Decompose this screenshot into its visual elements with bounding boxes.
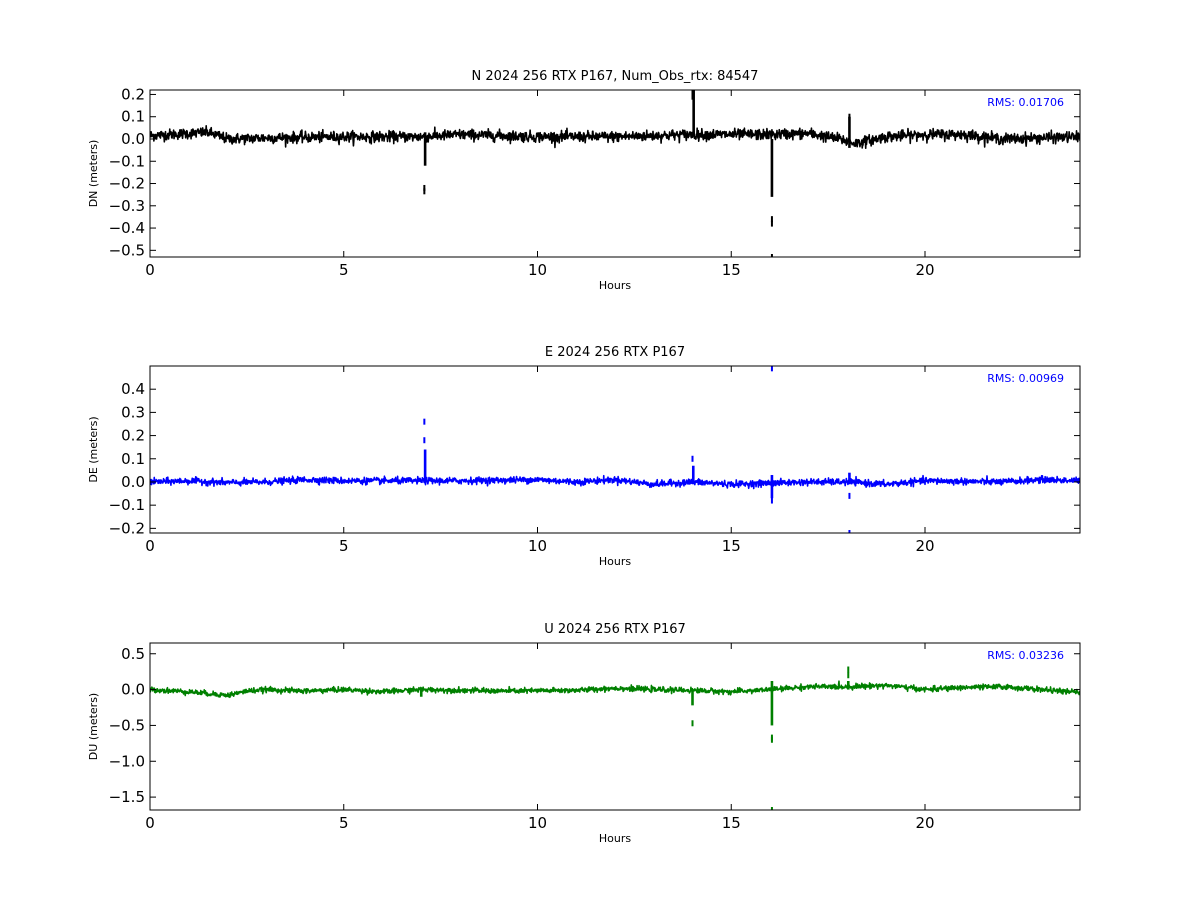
series-line bbox=[150, 124, 1080, 149]
y-tick-label: −0.5 bbox=[109, 716, 145, 734]
outlier-point bbox=[770, 497, 773, 504]
axes-frame bbox=[149, 89, 1081, 258]
chart-title: E 2024 256 RTX P167 bbox=[545, 345, 685, 360]
y-tick-label: 0.4 bbox=[121, 380, 145, 398]
axes-frame bbox=[149, 642, 1081, 811]
series-group bbox=[150, 666, 1080, 810]
outlier-point bbox=[848, 492, 851, 499]
x-tick-label: 20 bbox=[915, 537, 934, 555]
panel-2: 0 5 10 15 20 0.5 0.0 −0.5 −1.0 −1.5 U 2024 256 RTX… bbox=[87, 622, 1081, 845]
rms-annotation: RMS: 0.03236 bbox=[987, 649, 1064, 662]
y-tick-label: −0.2 bbox=[109, 175, 145, 193]
y-tick-label: 0.0 bbox=[121, 681, 145, 699]
y-tick-label: 0.3 bbox=[121, 403, 145, 421]
x-tick-label: 15 bbox=[722, 537, 741, 555]
series-group bbox=[150, 90, 1080, 257]
outlier-point bbox=[847, 666, 850, 673]
x-tick-label: 0 bbox=[145, 261, 155, 279]
x-axis-label: Hours bbox=[599, 279, 631, 292]
outlier-point bbox=[847, 672, 850, 679]
y-tick-label: −0.1 bbox=[109, 496, 145, 514]
x-tick-label: 15 bbox=[722, 814, 741, 832]
chart-title: U 2024 256 RTX P167 bbox=[544, 622, 686, 637]
outlier-point bbox=[691, 90, 694, 96]
x-tick-label: 15 bbox=[722, 261, 741, 279]
x-tick-label: 5 bbox=[339, 261, 349, 279]
y-tick-label: −0.4 bbox=[109, 219, 145, 237]
y-tick-label: −0.5 bbox=[109, 241, 145, 259]
y-tick-label: −1.0 bbox=[109, 752, 145, 770]
outlier-point bbox=[770, 734, 773, 741]
series-group bbox=[150, 366, 1080, 533]
chart-title: N 2024 256 RTX P167, Num_Obs_rtx: 84547 bbox=[472, 69, 759, 84]
outlier-point bbox=[770, 366, 773, 372]
y-tick-label: 0.1 bbox=[121, 450, 145, 468]
x-tick-label: 20 bbox=[915, 261, 934, 279]
outlier-point bbox=[770, 254, 773, 257]
series-line bbox=[150, 474, 1080, 490]
y-tick-label: 0.2 bbox=[121, 85, 145, 103]
outlier-point bbox=[848, 113, 851, 120]
y-tick-label: 0.2 bbox=[121, 427, 145, 445]
x-tick-label: 10 bbox=[528, 537, 547, 555]
x-tick-label: 0 bbox=[145, 537, 155, 555]
outlier-point bbox=[848, 530, 851, 533]
outlier-point bbox=[691, 455, 694, 462]
outlier-point bbox=[423, 437, 426, 444]
outlier-point bbox=[770, 807, 773, 810]
outlier-point bbox=[691, 720, 694, 727]
rms-annotation: RMS: 0.01706 bbox=[987, 96, 1064, 109]
outlier-point bbox=[770, 220, 773, 227]
y-axis-label: DU (meters) bbox=[87, 693, 100, 760]
y-tick-label: 0.1 bbox=[121, 108, 145, 126]
series-line bbox=[150, 680, 1080, 699]
rms-annotation: RMS: 0.00969 bbox=[987, 372, 1064, 385]
y-tick-label: −0.1 bbox=[109, 152, 145, 170]
panel-1: 0 5 10 15 20 0.4 0.3 0.2 0.1 0.0 −0.1 −0.2 E 2024 25… bbox=[87, 345, 1081, 568]
x-tick-label: 5 bbox=[339, 537, 349, 555]
y-tick-label: −1.5 bbox=[109, 788, 145, 806]
x-tick-label: 5 bbox=[339, 814, 349, 832]
outlier-point bbox=[691, 93, 694, 100]
outlier-point bbox=[848, 127, 851, 134]
x-tick-label: 10 bbox=[528, 261, 547, 279]
y-axis-label: DN (meters) bbox=[87, 140, 100, 208]
x-axis-label: Hours bbox=[599, 832, 631, 845]
outlier-point bbox=[423, 418, 426, 425]
panel-0: 0 5 10 15 20 0.2 0.1 0.0 −0.1 −0.2 −0.3 −0.4 −0.5 N 2… bbox=[87, 69, 1081, 292]
x-tick-label: 0 bbox=[145, 814, 155, 832]
y-tick-label: −0.2 bbox=[109, 519, 145, 537]
x-tick-label: 10 bbox=[528, 814, 547, 832]
y-axis-label: DE (meters) bbox=[87, 416, 100, 482]
x-axis-label: Hours bbox=[599, 555, 631, 568]
x-tick-label: 20 bbox=[915, 814, 934, 832]
y-tick-label: 0.0 bbox=[121, 473, 145, 491]
outlier-point bbox=[423, 188, 426, 195]
outlier-point bbox=[770, 216, 773, 223]
axes-frame bbox=[149, 365, 1081, 534]
y-tick-label: 0.5 bbox=[121, 645, 145, 663]
y-tick-label: 0.0 bbox=[121, 130, 145, 148]
y-tick-label: −0.3 bbox=[109, 197, 145, 215]
outlier-point bbox=[423, 184, 426, 191]
